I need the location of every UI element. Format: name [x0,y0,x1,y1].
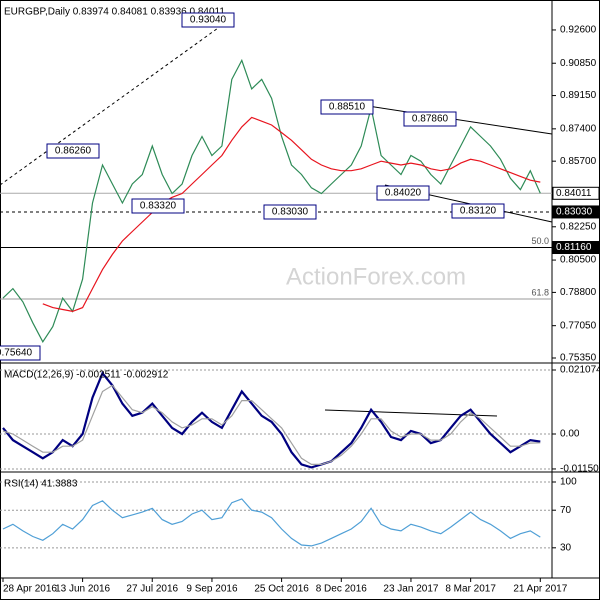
annotation: 0.75640 [0,348,33,359]
annotation: 0.84020 [385,188,422,199]
y-tick-label: -0.011507 [560,464,600,475]
annotation-box [451,203,505,219]
annotation: 0.83030 [272,207,309,218]
y-tick-label: 0.78800 [560,287,597,298]
annotation: 0.93040 [190,15,227,26]
series-line [2,371,541,469]
y-tick-label: 0.89150 [560,90,597,101]
y-tick-label: 0.92600 [560,25,597,36]
annotation: 0.87860 [412,114,449,125]
y-tick-label: 0.00 [560,429,580,440]
panel-title: RSI(14) 41.3883 [4,479,78,490]
x-tick-label: 8 Dec 2016 [316,584,368,595]
annotation-box [376,185,430,201]
watermark: ActionForex.com [286,263,466,290]
level-box [552,205,600,219]
series-line [42,116,541,313]
level-label: 0.81160 [556,242,592,253]
level-box [552,241,600,255]
y-tick-label: 0.90850 [560,58,597,69]
x-tick-label: 23 Jan 2017 [383,584,438,595]
x-tick-label: 13 Jun 2016 [55,584,110,595]
series-line [2,58,541,343]
panel-title: EURGBP,Daily 0.83974 0.84081 0.83936 0.8… [4,7,225,18]
annotation-box [320,99,374,115]
annotation: 0.88510 [329,102,366,113]
annotation-box [0,345,41,361]
y-tick-label: 0.77050 [560,320,597,331]
annotation-box [403,111,457,127]
x-tick-label: 28 Apr 2016 [3,584,57,595]
y-tick-label: 0.021074 [560,365,600,376]
y-tick-label: 0.85700 [560,156,597,167]
series-line [2,384,541,465]
y-tick-label: 100 [560,477,577,488]
annotation: 0.86260 [55,146,92,157]
y-tick-label: 0.80500 [560,255,597,266]
y-tick-label: 70 [560,505,572,516]
x-tick-label: 27 Jul 2016 [126,584,178,595]
y-tick-label: 0.87400 [560,123,597,134]
level-box [552,186,600,200]
y-tick-label: 0.75350 [560,353,597,364]
x-tick-label: 25 Oct 2016 [254,584,309,595]
panel-title: MACD(12,26,9) -0.002511 -0.002912 [4,370,169,381]
annotation-box [263,204,317,220]
annotation-box [181,12,235,28]
annotation: 0.83120 [460,206,497,217]
annotation-box [131,198,185,214]
series-line [2,498,541,547]
x-tick-label: 8 Mar 2017 [445,584,496,595]
level-label: 0.83030 [556,207,593,218]
y-tick-label: 0.82250 [560,221,597,232]
annotation: 0.83320 [140,201,177,212]
x-tick-label: 9 Sep 2016 [186,584,238,595]
y-tick-label: 30 [560,542,572,553]
level-label: 0.84011 [556,188,592,199]
annotation-box [46,143,100,159]
fib-label: 50.0 [531,236,549,246]
fib-label: 61.8 [531,287,549,297]
x-tick-label: 21 Apr 2017 [513,584,567,595]
